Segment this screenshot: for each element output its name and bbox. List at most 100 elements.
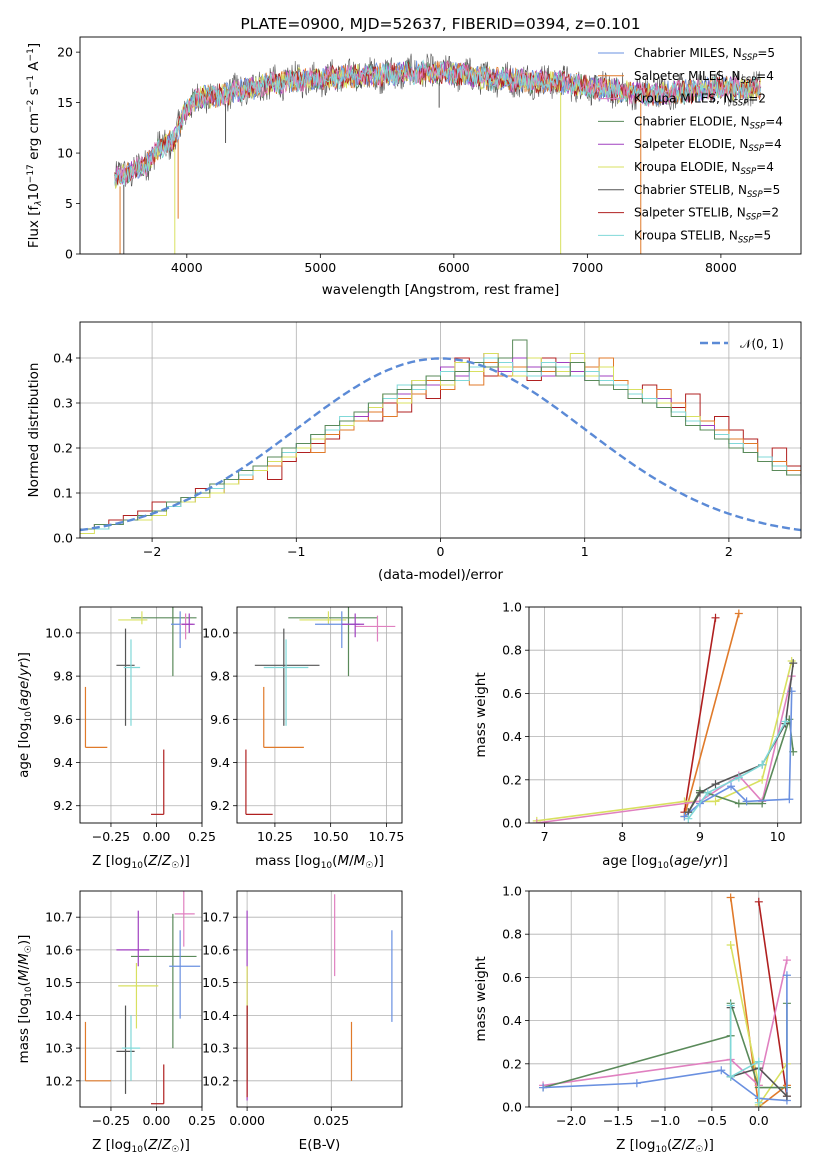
y-axis-label: mass weight (473, 672, 489, 757)
axes-frame (79, 36, 802, 255)
weight-marker (711, 780, 720, 789)
weight-marker (711, 613, 720, 622)
x-tick-label: −1.0 (650, 1113, 680, 1128)
x-tick-label: 6000 (438, 260, 470, 275)
legend-label: Salpeter ELODIE, NSSP=4 (634, 137, 782, 154)
y-tick-label: 9.2 (210, 798, 230, 813)
x-tick-label: 0.00 (143, 829, 171, 844)
weight-series-0 (758, 901, 788, 1097)
residuals-panel: −2 −1 0 1 2 0.0 0.1 0.2 0.3 0.4 𝒩(0, 1) (data-model… (26, 321, 802, 583)
y-tick-label: 10.0 (202, 625, 230, 640)
y-tick-label: 15 (57, 95, 73, 110)
y-tick-label: 0.3 (53, 396, 73, 411)
y-tick-label: 9.2 (53, 798, 73, 813)
histogram-series-5 (80, 339, 801, 538)
y-tick-label: 9.6 (210, 712, 230, 727)
y-tick-label: 10.2 (45, 1073, 73, 1088)
legend-label: Chabrier MILES, NSSP=5 (634, 46, 775, 63)
y-tick-label: 0.4 (502, 729, 522, 744)
axes-frame (236, 606, 403, 824)
y-tick-label: 10.0 (45, 625, 73, 640)
y-tick-label: 0.0 (502, 1100, 522, 1115)
legend-label: Salpeter MILES, NSSP=4 (634, 69, 774, 86)
y-tick-label: 10.6 (45, 942, 73, 957)
y-tick-label: 0.6 (502, 686, 522, 701)
x-tick-label: 10.25 (257, 829, 293, 844)
legend-label: Kroupa STELIB, NSSP=5 (634, 228, 771, 245)
x-axis-label: Z [log10(Z/Z☉)] (92, 1137, 190, 1155)
x-tick-label: 0.25 (188, 1113, 216, 1128)
x-tick-label: 10.75 (368, 829, 404, 844)
x-axis-label: age [log10(age/yr)] (602, 853, 728, 871)
weight-marker (758, 760, 767, 769)
weight-marker (726, 1072, 735, 1081)
histogram-steps (80, 339, 801, 538)
x-axis-label: Z [log10(Z/Z☉)] (616, 1137, 714, 1155)
axes-frame (79, 890, 203, 1108)
mass-vs-EBV-panel: 0.000 0.025 10.2 10.3 10.4 10.5 10.6 10.7 E(B-V) (202, 890, 403, 1153)
axes-frame (528, 890, 802, 1108)
x-tick-label: 7000 (571, 260, 603, 275)
weight-marker (717, 1066, 726, 1075)
y-tick-label: 10.5 (45, 975, 73, 990)
y-tick-label: 0.6 (502, 970, 522, 985)
y-tick-label: 10.7 (202, 910, 230, 925)
y-tick-label: 0.0 (502, 816, 522, 831)
spectrum-lines (114, 53, 762, 254)
x-tick-label: 10.50 (313, 829, 349, 844)
weight-marker (782, 1092, 791, 1101)
legend-label: Kroupa ELODIE, NSSP=4 (634, 160, 774, 177)
y-axis-label: Flux [fλ10−17 erg cm−2 s−1 A−1] (26, 43, 44, 248)
age-vs-mass-panel: 10.25 10.50 10.75 9.2 9.4 9.6 9.8 10.0 mass [log… (202, 606, 404, 871)
weight-marker (532, 819, 541, 823)
y-tick-label: 0.2 (53, 441, 73, 456)
age-vs-Z-panel: −0.25 0.00 0.25 9.2 9.4 9.6 9.8 10.0 Z [log10(Z/… (16, 606, 216, 871)
y-axis-label: mass [log10(M/M☉)] (16, 935, 34, 1064)
weight-marker (789, 659, 798, 668)
weight-marker (758, 775, 767, 784)
x-tick-label: 5000 (304, 260, 336, 275)
x-tick-label: −0.5 (697, 1113, 727, 1128)
age-vs-Z-marks (84, 607, 197, 815)
y-tick-label: 9.4 (53, 755, 73, 770)
x-axis-label: (data-model)/error (378, 567, 504, 583)
weight-vs-age-panel: 7 8 9 10 0.0 0.2 0.4 0.6 0.8 1.0 age [log10(age/yr… (473, 600, 802, 871)
axes-frame (236, 890, 403, 1108)
y-tick-label: 9.8 (210, 669, 230, 684)
residuals-legend: 𝒩(0, 1) (700, 337, 784, 351)
y-tick-label: 0.2 (502, 1056, 522, 1071)
x-tick-label: −2 (143, 544, 161, 559)
weight-vs-age-lines (532, 609, 798, 823)
weight-marker (754, 897, 763, 906)
y-tick-label: 10.6 (202, 942, 230, 957)
weight-marker (539, 1083, 548, 1092)
legend-label: Kroupa MILES, NSSP=2 (634, 92, 766, 109)
y-tick-label: 0.1 (53, 486, 73, 501)
x-axis-label: wavelength [Angstrom, rest frame] (322, 282, 560, 298)
axes-frame (79, 606, 203, 824)
x-tick-label: 8000 (705, 260, 737, 275)
weight-series-7 (729, 1005, 760, 1103)
y-tick-label: 10.3 (45, 1041, 73, 1056)
weight-marker (703, 788, 712, 797)
weight-marker (632, 1079, 641, 1088)
weight-marker (754, 1098, 763, 1107)
legend-label: Chabrier ELODIE, NSSP=4 (634, 114, 783, 131)
x-tick-label: 8 (618, 829, 626, 844)
y-tick-label: 10.4 (202, 1008, 230, 1023)
spectrum-series-8 (114, 59, 761, 187)
x-axis-label: E(B-V) (299, 1137, 341, 1153)
y-tick-label: 0.2 (502, 772, 522, 787)
spectrum-legend: Chabrier MILES, NSSP=5 Salpeter MILES, NS… (598, 46, 783, 245)
y-tick-label: 9.4 (210, 755, 230, 770)
y-tick-label: 0.0 (53, 531, 73, 546)
y-tick-label: 0.8 (502, 927, 522, 942)
axes-frame (79, 321, 802, 539)
x-axis-label: mass [log10(M/M☉)] (255, 853, 384, 871)
x-tick-label: −1 (287, 544, 305, 559)
weight-marker (785, 795, 794, 804)
weight-marker (782, 971, 791, 980)
y-tick-label: 0.4 (53, 351, 73, 366)
weight-marker (734, 799, 743, 808)
